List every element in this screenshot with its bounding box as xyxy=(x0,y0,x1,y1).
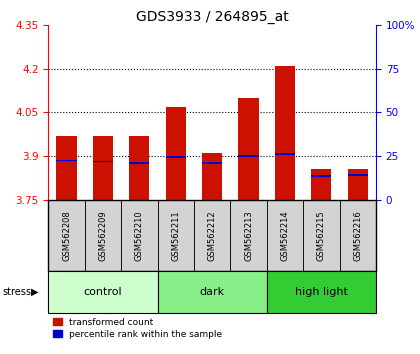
Text: control: control xyxy=(84,287,122,297)
Bar xyxy=(165,107,186,200)
Text: GSM562212: GSM562212 xyxy=(207,210,217,261)
Bar xyxy=(311,175,331,177)
Text: GSM562213: GSM562213 xyxy=(244,210,253,261)
Bar xyxy=(48,271,158,313)
Bar xyxy=(339,200,376,271)
Text: GSM562211: GSM562211 xyxy=(171,210,180,261)
Bar xyxy=(230,200,267,271)
Bar xyxy=(129,136,150,200)
Bar xyxy=(48,200,85,271)
Bar xyxy=(239,98,259,200)
Bar xyxy=(194,200,230,271)
Title: GDS3933 / 264895_at: GDS3933 / 264895_at xyxy=(136,10,289,24)
Text: high light: high light xyxy=(295,287,348,297)
Bar xyxy=(158,200,194,271)
Text: GSM562216: GSM562216 xyxy=(353,210,362,261)
Bar xyxy=(93,136,113,200)
Bar xyxy=(303,200,339,271)
Bar xyxy=(267,271,376,313)
Bar xyxy=(348,169,368,200)
Text: GSM562214: GSM562214 xyxy=(281,210,289,261)
Bar xyxy=(275,153,295,155)
Bar xyxy=(57,136,76,200)
Bar xyxy=(158,271,267,313)
Text: dark: dark xyxy=(200,287,225,297)
Text: GSM562215: GSM562215 xyxy=(317,210,326,261)
Bar xyxy=(57,160,76,161)
Bar xyxy=(348,174,368,176)
Text: stress: stress xyxy=(2,287,31,297)
Bar xyxy=(121,200,158,271)
Bar xyxy=(85,200,121,271)
Text: ▶: ▶ xyxy=(31,287,38,297)
Bar xyxy=(202,153,222,200)
Bar xyxy=(93,161,113,162)
Bar xyxy=(275,65,295,200)
Text: GSM562208: GSM562208 xyxy=(62,210,71,261)
Bar xyxy=(311,169,331,200)
Bar xyxy=(239,155,259,157)
Bar xyxy=(267,200,303,271)
Legend: transformed count, percentile rank within the sample: transformed count, percentile rank withi… xyxy=(53,318,222,338)
Text: GSM562210: GSM562210 xyxy=(135,210,144,261)
Bar xyxy=(129,162,150,164)
Bar xyxy=(165,156,186,158)
Text: GSM562209: GSM562209 xyxy=(98,210,108,261)
Bar xyxy=(202,162,222,164)
